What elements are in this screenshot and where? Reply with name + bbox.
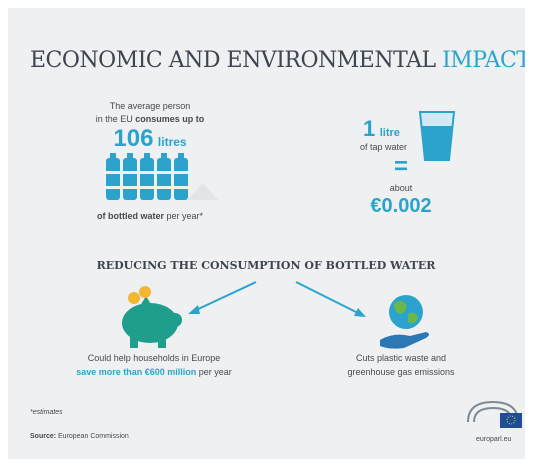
text-line: in the EU consumes up to [96, 114, 205, 124]
text: about [389, 183, 413, 193]
shadow [188, 183, 218, 200]
text-bold: consumes up to [135, 114, 205, 124]
title-highlight: IMPACT [442, 48, 525, 73]
unit: litre [379, 127, 400, 139]
source-text: European Commission [58, 433, 129, 440]
unit: litres [157, 135, 187, 149]
text: The average person [109, 101, 191, 111]
bottles [106, 153, 188, 200]
text: per year [198, 367, 232, 377]
water [422, 126, 452, 160]
graphics [106, 111, 522, 428]
title: ECONOMIC AND ENVIRONMENTAL IMPACT [30, 48, 525, 73]
text: greenhouse gas emissions [347, 367, 455, 377]
text: Could help households in Europe [87, 353, 221, 363]
eu-logo [467, 400, 522, 428]
site: europarl.eu [476, 436, 512, 443]
text-line: of bottled water per year* [97, 211, 203, 221]
highlight: save more than €600 million [76, 367, 197, 377]
source: Source: European Commission [30, 433, 129, 440]
amount: 1 [363, 116, 376, 141]
globe-hand [380, 295, 429, 349]
equals: = [393, 153, 409, 180]
source-label: Source: [30, 433, 57, 440]
piggy-bank [122, 286, 182, 348]
text-line: save more than €600 million per year [76, 367, 232, 377]
text-bold: of bottled water [96, 211, 164, 221]
note: *estimates [30, 409, 63, 416]
arrows [188, 281, 366, 317]
tap-amount-line: 1 litre [363, 116, 400, 142]
section-title: REDUCING THE CONSUMPTION OF BOTTLED WATE… [96, 259, 436, 272]
amount-line: 106 litres [113, 125, 186, 153]
amount: 106 [113, 125, 154, 152]
text: Cuts plastic waste and [355, 353, 447, 363]
title-text: ECONOMIC AND ENVIRONMENTAL [30, 48, 436, 73]
text: in the EU [95, 114, 133, 124]
infographic: ECONOMIC AND ENVIRONMENTAL IMPACT The av… [8, 8, 525, 459]
text: of tap water [360, 142, 408, 152]
text: per year* [166, 211, 204, 221]
price: €0.002 [370, 195, 432, 217]
